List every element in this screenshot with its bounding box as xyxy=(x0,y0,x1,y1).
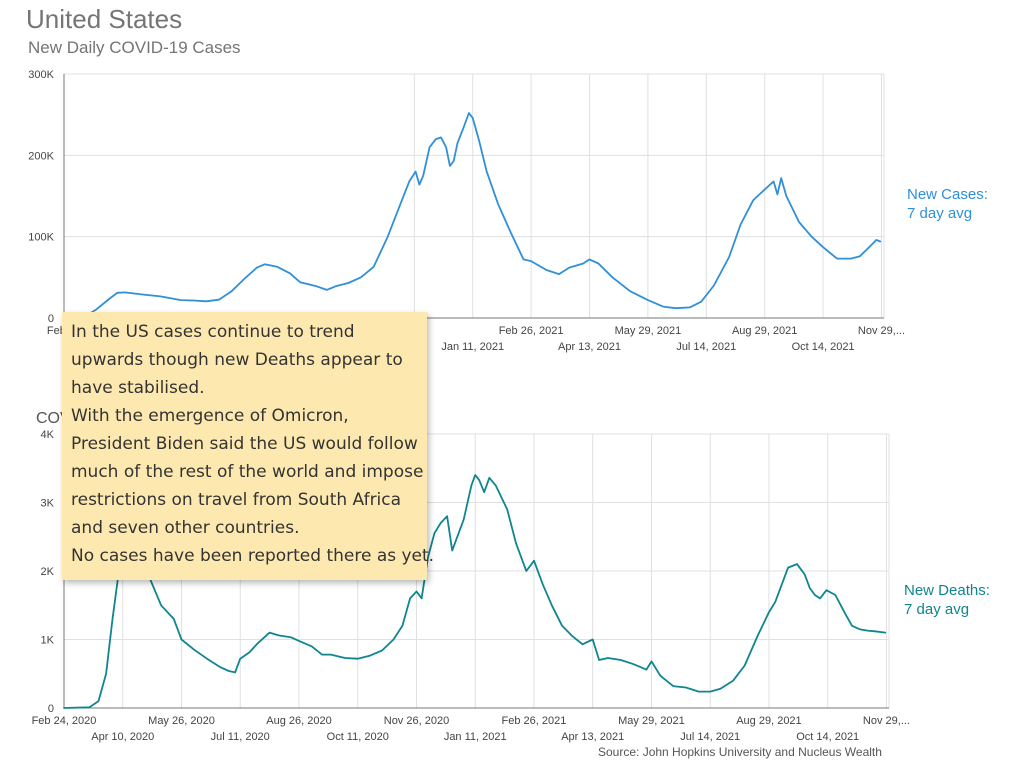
deaths-ytick-label: 3K xyxy=(41,498,55,510)
cases-ytick-label: 200K xyxy=(28,150,54,162)
deaths-xtick-label: Nov 29,... xyxy=(863,715,910,727)
cases-ytick-label: 0 xyxy=(48,313,54,325)
deaths-xtick-label: May 29, 2021 xyxy=(618,715,685,727)
note-line: In the US cases continue to trend xyxy=(71,322,355,342)
deaths-xtick-label: Feb 26, 2021 xyxy=(502,715,567,727)
page-subtitle: New Daily COVID-19 Cases xyxy=(28,38,241,57)
deaths-ytick-label: 1K xyxy=(41,635,55,647)
cases-xtick-label: Nov 29,... xyxy=(858,325,905,337)
deaths-series-line xyxy=(63,474,887,709)
deaths-xtick-label: Jan 11, 2021 xyxy=(444,731,507,743)
note-line: and seven other countries. xyxy=(71,518,300,538)
deaths-xtick-label: May 26, 2020 xyxy=(148,715,215,727)
note-line: No cases have been reported there as yet… xyxy=(71,546,435,566)
deaths-xtick-label: Aug 26, 2020 xyxy=(266,715,331,727)
note-line: have stabilised. xyxy=(71,378,205,398)
deaths-ytick-label: 0 xyxy=(48,703,54,715)
deaths-xtick-label: Oct 14, 2021 xyxy=(796,731,859,743)
deaths-xtick-label: Feb 24, 2020 xyxy=(32,715,97,727)
cases-xtick-label: Jul 14, 2021 xyxy=(676,341,736,353)
deaths-ytick-label: 2K xyxy=(41,566,55,578)
deaths-legend-line-1: New Deaths: xyxy=(904,582,990,599)
deaths-xtick-label: Aug 29, 2021 xyxy=(736,715,801,727)
cases-legend-line-2: 7 day avg xyxy=(907,205,973,222)
cases-xtick-label: Jan 11, 2021 xyxy=(441,341,504,353)
deaths-legend-line-2: 7 day avg xyxy=(904,601,970,618)
deaths-xtick-label: Oct 11, 2020 xyxy=(327,731,389,743)
deaths-xtick-label: Apr 13, 2021 xyxy=(561,731,624,743)
cases-legend-line-1: New Cases: xyxy=(907,186,988,203)
deaths-xtick-label: Apr 10, 2020 xyxy=(91,731,154,743)
page-title: United States xyxy=(26,4,183,34)
deaths-xtick-label: Jul 14, 2021 xyxy=(680,731,740,743)
cases-ytick-label: 300K xyxy=(28,69,54,81)
note-line: much of the rest of the world and impose xyxy=(71,462,424,482)
deaths-ytick-label: 4K xyxy=(41,429,55,441)
note-line: With the emergence of Omicron, xyxy=(71,406,349,426)
deaths-xtick-label: Jul 11, 2020 xyxy=(211,731,270,743)
cases-xtick-label: Apr 13, 2021 xyxy=(558,341,621,353)
commentary-sticky-note: In the US cases continue to trend upward… xyxy=(62,312,435,580)
cases-xtick-label: Feb 26, 2021 xyxy=(499,325,564,337)
cases-legend: New Cases: 7 day avg xyxy=(907,185,988,223)
deaths-legend: New Deaths: 7 day avg xyxy=(904,581,990,619)
cases-xtick-label: Oct 14, 2021 xyxy=(792,341,855,353)
source-note: Source: John Hopkins University and Nucl… xyxy=(598,745,882,759)
cases-xtick-label: Aug 29, 2021 xyxy=(732,325,797,337)
note-line: President Biden said the US would follow xyxy=(71,434,418,454)
deaths-xtick-label: Nov 26, 2020 xyxy=(384,715,449,727)
cases-series-line xyxy=(63,112,882,319)
note-line: restrictions on travel from South Africa xyxy=(71,490,402,510)
cases-xtick-label: May 29, 2021 xyxy=(615,325,682,337)
cases-ytick-label: 100K xyxy=(28,232,54,244)
note-line: upwards though new Deaths appear to xyxy=(71,350,403,370)
